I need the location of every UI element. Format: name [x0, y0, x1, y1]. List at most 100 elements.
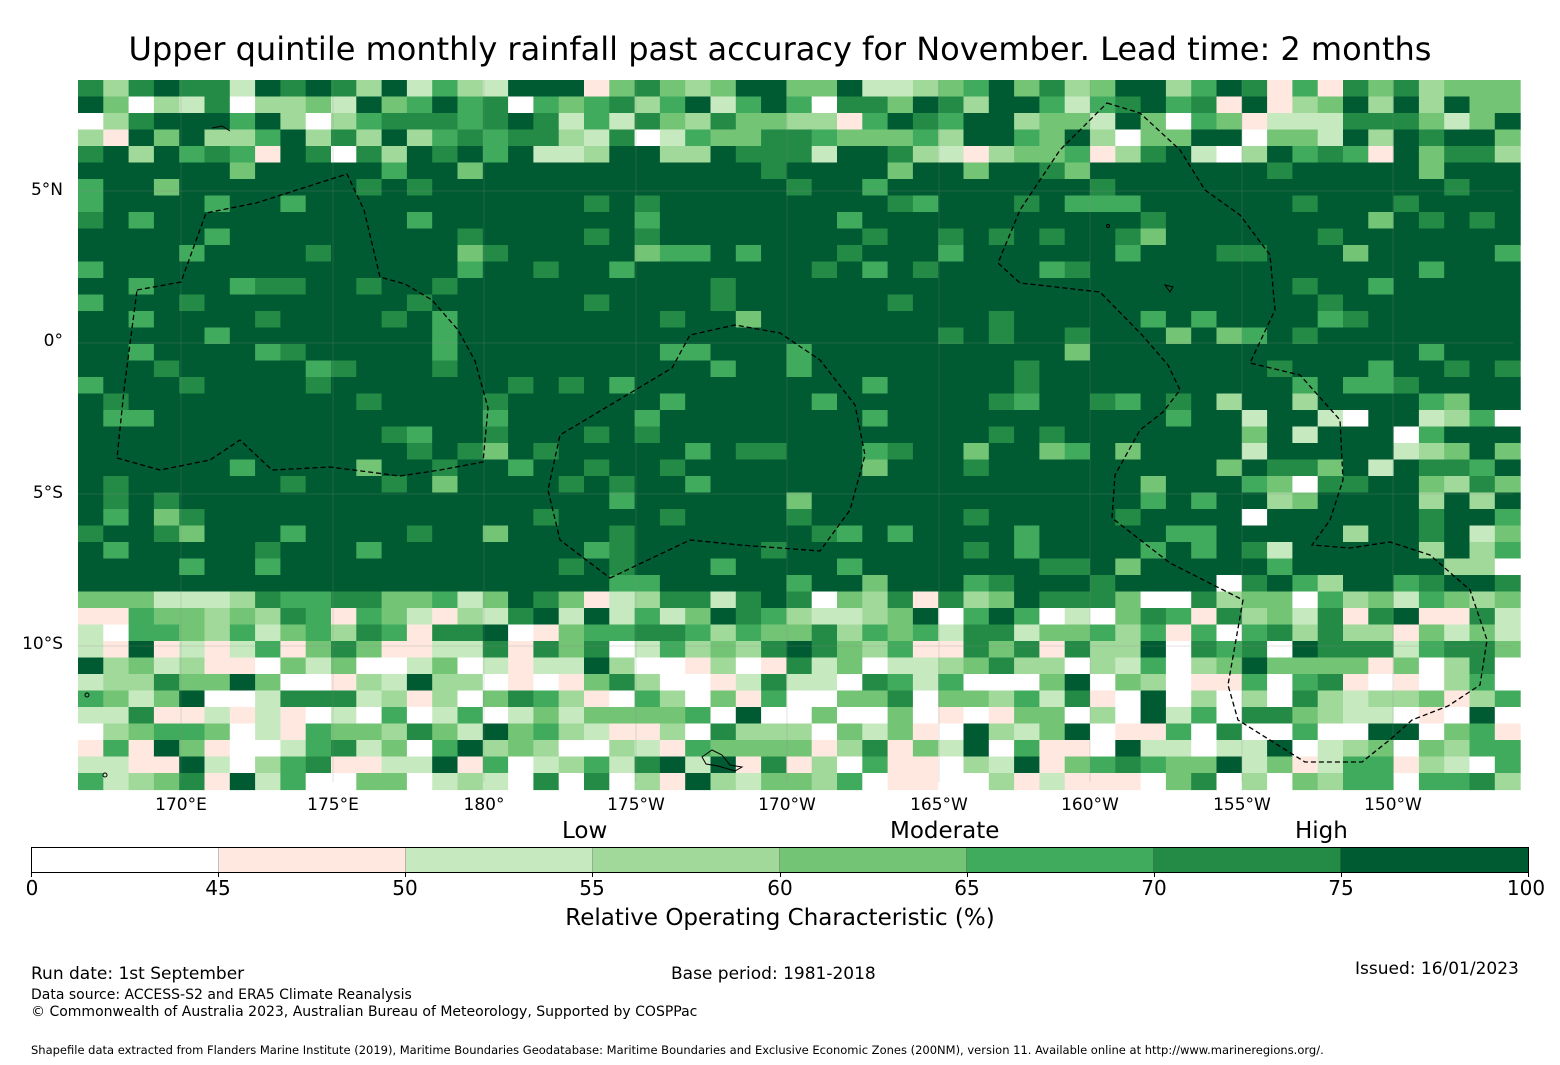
grid-cell — [1393, 509, 1420, 527]
grid-cell — [406, 393, 433, 411]
grid-cell — [1039, 575, 1066, 593]
colorbar-segment-50-55 — [406, 848, 593, 872]
grid-cell — [1418, 773, 1445, 791]
grid-cell — [179, 311, 206, 329]
grid-cell — [1317, 426, 1344, 444]
grid-cell — [457, 707, 484, 725]
grid-cell — [1292, 377, 1319, 395]
grid-cell — [1140, 723, 1167, 741]
grid-cell — [229, 228, 256, 246]
grid-cell — [1393, 426, 1420, 444]
grid-cell — [1014, 591, 1040, 609]
grid-cell — [912, 558, 939, 576]
grid-cell — [584, 278, 610, 296]
grid-cell — [533, 80, 560, 98]
grid-cell — [685, 129, 712, 147]
grid-cell — [912, 410, 939, 428]
grid-cell — [1292, 80, 1319, 98]
grid-cell — [1267, 707, 1293, 725]
grid-cell — [634, 410, 661, 428]
grid-cell — [1216, 690, 1243, 708]
grid-cell — [457, 542, 484, 560]
grid-cell — [938, 80, 965, 98]
grid-cell — [1494, 96, 1521, 114]
grid-cell — [1393, 410, 1420, 428]
grid-cell — [280, 641, 307, 659]
grid-cell — [533, 393, 560, 411]
grid-cell — [1140, 327, 1167, 345]
grid-cell — [1014, 344, 1040, 362]
grid-cell — [457, 740, 484, 758]
grid-cell — [103, 542, 130, 560]
grid-cell — [887, 146, 914, 164]
grid-cell — [1090, 245, 1116, 263]
grid-cell — [508, 360, 534, 378]
grid-cell — [1444, 195, 1471, 213]
grid-cell — [331, 410, 357, 428]
grid-cell — [381, 327, 408, 345]
grid-cell — [1317, 393, 1344, 411]
grid-cell — [1317, 492, 1344, 510]
grid-cell — [558, 294, 585, 312]
grid-cell — [1165, 525, 1192, 543]
grid-cell — [1014, 426, 1040, 444]
grid-cell — [761, 278, 787, 296]
grid-cell — [735, 525, 762, 543]
grid-cell — [331, 756, 357, 774]
grid-cell — [229, 740, 256, 758]
grid-cell — [457, 756, 484, 774]
grid-cell — [356, 278, 383, 296]
samoa-island — [701, 749, 744, 772]
grid-cell — [1140, 360, 1167, 378]
grid-cell — [584, 360, 610, 378]
grid-cell — [128, 146, 155, 164]
grid-cell — [406, 773, 433, 791]
grid-cell — [508, 558, 534, 576]
grid-cell — [1343, 459, 1369, 477]
grid-cell — [1494, 509, 1521, 527]
grid-cell — [609, 591, 636, 609]
grid-cell — [963, 278, 990, 296]
grid-cell — [634, 641, 661, 659]
grid-cell — [280, 542, 307, 560]
map-title: Upper quintile monthly rainfall past acc… — [128, 30, 1432, 68]
grid-cell — [533, 525, 560, 543]
grid-cell — [255, 575, 281, 593]
grid-cell — [179, 575, 206, 593]
grid-cell — [862, 426, 889, 444]
grid-cell — [1216, 410, 1243, 428]
grid-cell — [381, 129, 408, 147]
grid-cell — [153, 311, 180, 329]
grid-cell — [103, 674, 130, 692]
grid-cell — [229, 492, 256, 510]
grid-cell — [128, 773, 155, 791]
grid-cell — [786, 575, 813, 593]
grid-cell — [1090, 740, 1116, 758]
grid-cell — [305, 245, 332, 263]
grid-cell — [735, 509, 762, 527]
grid-cell — [659, 278, 686, 296]
grid-cell — [381, 113, 408, 131]
grid-cell — [1469, 393, 1496, 411]
grid-cell — [1418, 492, 1445, 510]
grid-cell — [1191, 377, 1218, 395]
grid-cell — [229, 591, 256, 609]
grid-cell — [710, 674, 737, 692]
grid-cell — [153, 773, 180, 791]
grid-cell — [432, 443, 459, 461]
grid-cell — [609, 459, 636, 477]
grid-cell — [255, 525, 281, 543]
grid-cell — [128, 575, 155, 593]
grid-cell — [255, 509, 281, 527]
grid-cell — [1216, 393, 1243, 411]
grid-cell — [432, 525, 459, 543]
grid-cell — [1039, 393, 1066, 411]
grid-cell — [482, 311, 509, 329]
grid-cell — [255, 146, 281, 164]
grid-cell — [1469, 327, 1496, 345]
grid-cell — [584, 525, 610, 543]
grid-cell — [1317, 245, 1344, 263]
grid-cell — [1317, 96, 1344, 114]
grid-cell — [609, 245, 636, 263]
grid-cell — [1039, 657, 1066, 675]
